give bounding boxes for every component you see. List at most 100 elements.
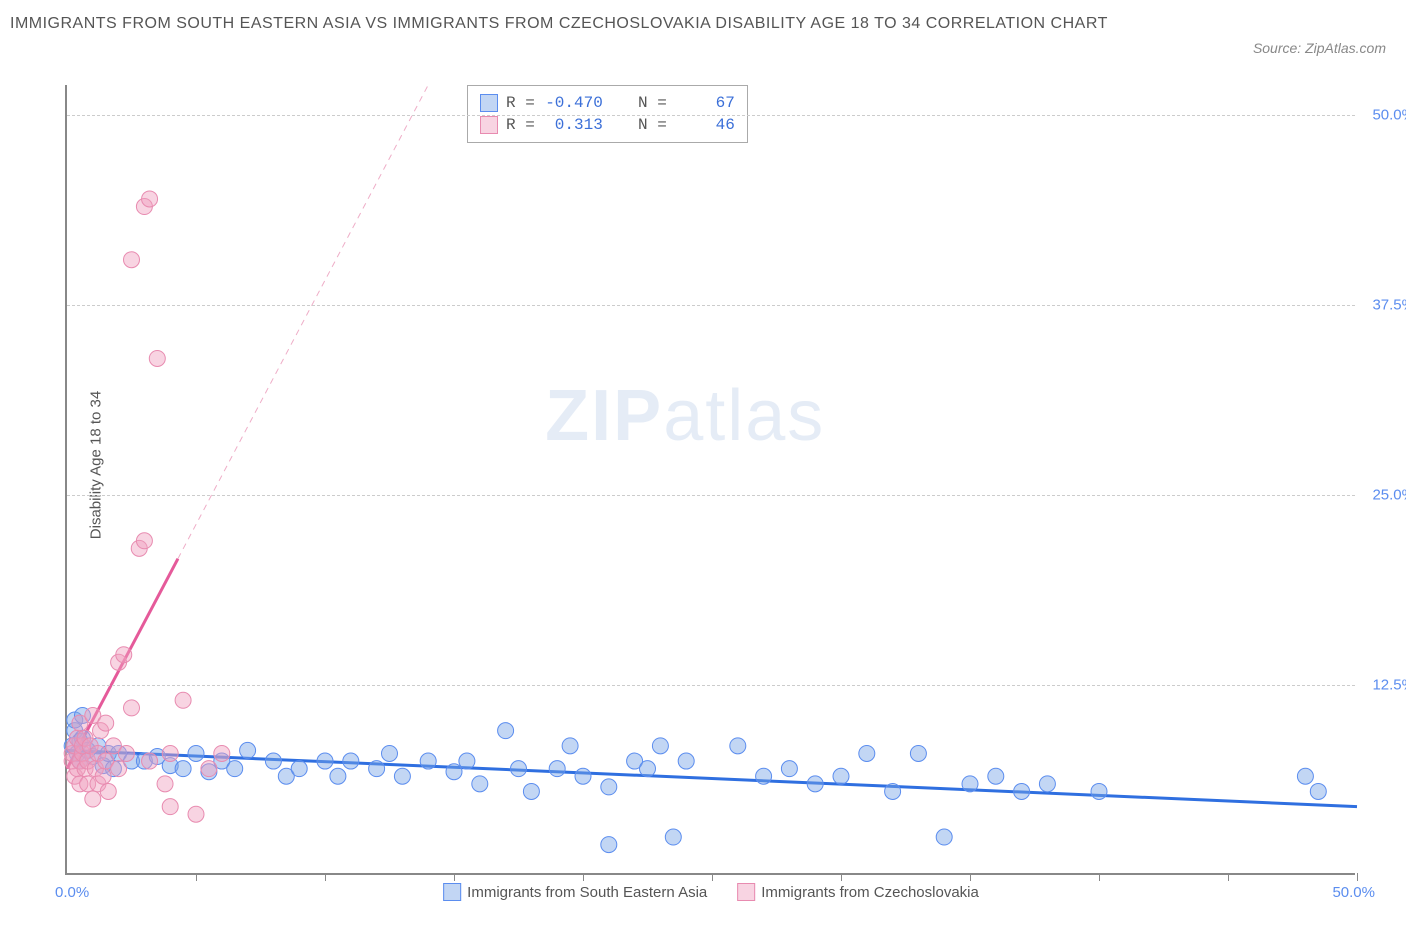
data-point-blue [562,738,578,754]
x-tick [712,873,713,881]
data-point-blue [730,738,746,754]
x-max-label: 50.0% [1332,884,1375,901]
y-tick-label: 50.0% [1372,107,1406,124]
n-value-blue: 67 [675,94,735,112]
data-point-pink [142,191,158,207]
data-point-blue [665,829,681,845]
r-value-pink: 0.313 [543,116,603,134]
data-point-blue [807,776,823,792]
data-point-blue [1091,783,1107,799]
x-tick [1228,873,1229,881]
gridline [67,685,1355,686]
y-tick-label: 37.5% [1372,297,1406,314]
x-tick [1099,873,1100,881]
data-point-blue [317,753,333,769]
data-point-blue [640,761,656,777]
legend-stats-row-blue: R = -0.470 N = 67 [480,92,735,114]
data-point-pink [124,252,140,268]
swatch-pink-icon [737,883,755,901]
data-point-blue [678,753,694,769]
data-point-blue [227,761,243,777]
x-tick [970,873,971,881]
x-tick [1357,873,1358,881]
r-label: R = [506,94,535,112]
data-point-blue [1297,768,1313,784]
x-tick [583,873,584,881]
x-tick [454,873,455,881]
data-point-pink [157,776,173,792]
data-point-pink [201,761,217,777]
data-point-blue [833,768,849,784]
data-point-blue [859,745,875,761]
data-point-pink [118,745,134,761]
legend-item-pink: Immigrants from Czechoslovakia [737,883,979,901]
data-point-blue [601,837,617,853]
chart-title: IMMIGRANTS FROM SOUTH EASTERN ASIA VS IM… [10,10,1108,39]
data-point-pink [124,700,140,716]
legend-stats-box: R = -0.470 N = 67 R = 0.313 N = 46 [467,85,748,143]
swatch-pink-icon [480,116,498,134]
data-point-blue [265,753,281,769]
data-point-pink [100,783,116,799]
gridline [67,115,1355,116]
data-point-blue [369,761,385,777]
data-point-blue [511,761,527,777]
data-point-blue [962,776,978,792]
source-label: Source: ZipAtlas.com [1253,40,1386,56]
data-point-blue [988,768,1004,784]
data-point-blue [1039,776,1055,792]
x-tick [841,873,842,881]
plot-svg [67,85,1355,873]
data-point-blue [756,768,772,784]
data-point-blue [394,768,410,784]
data-point-blue [459,753,475,769]
data-point-blue [446,764,462,780]
gridline [67,495,1355,496]
x-tick [196,873,197,881]
n-label: N = [638,116,667,134]
data-point-blue [1014,783,1030,799]
data-point-pink [111,761,127,777]
data-point-blue [240,742,256,758]
data-point-blue [382,745,398,761]
bottom-legend: Immigrants from South Eastern Asia Immig… [443,883,979,901]
data-point-blue [472,776,488,792]
data-point-blue [498,723,514,739]
data-point-blue [188,745,204,761]
n-value-pink: 46 [675,116,735,134]
swatch-blue-icon [480,94,498,112]
data-point-blue [936,829,952,845]
r-label: R = [506,116,535,134]
data-point-blue [885,783,901,799]
r-value-blue: -0.470 [543,94,603,112]
data-point-pink [188,806,204,822]
data-point-blue [175,761,191,777]
data-point-pink [162,799,178,815]
correlation-chart: IMMIGRANTS FROM SOUTH EASTERN ASIA VS IM… [10,10,1396,920]
data-point-pink [116,647,132,663]
data-point-blue [652,738,668,754]
legend-label-pink: Immigrants from Czechoslovakia [761,884,979,901]
y-tick-label: 12.5% [1372,677,1406,694]
data-point-blue [420,753,436,769]
data-point-pink [175,692,191,708]
data-point-blue [575,768,591,784]
y-tick-label: 25.0% [1372,487,1406,504]
data-point-blue [910,745,926,761]
data-point-blue [781,761,797,777]
x-tick [325,873,326,881]
header-row: IMMIGRANTS FROM SOUTH EASTERN ASIA VS IM… [10,10,1396,56]
data-point-blue [601,779,617,795]
data-point-blue [1310,783,1326,799]
trend-line-ext-pink [178,85,428,559]
data-point-blue [549,761,565,777]
data-point-blue [291,761,307,777]
data-point-pink [98,715,114,731]
data-point-pink [136,533,152,549]
gridline [67,305,1355,306]
data-point-blue [330,768,346,784]
data-point-pink [85,791,101,807]
legend-stats-row-pink: R = 0.313 N = 46 [480,114,735,136]
n-label: N = [638,94,667,112]
legend-item-blue: Immigrants from South Eastern Asia [443,883,707,901]
